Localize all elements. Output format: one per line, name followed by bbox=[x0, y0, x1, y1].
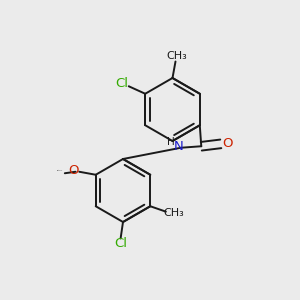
Text: H: H bbox=[167, 137, 175, 147]
Text: Cl: Cl bbox=[116, 77, 129, 90]
Text: O: O bbox=[68, 164, 79, 177]
Text: Cl: Cl bbox=[114, 237, 127, 250]
Text: CH₃: CH₃ bbox=[167, 51, 188, 62]
Text: N: N bbox=[174, 140, 183, 153]
Text: CH₃: CH₃ bbox=[163, 208, 184, 218]
Text: O: O bbox=[222, 137, 232, 150]
Text: methoxy: methoxy bbox=[57, 170, 63, 172]
